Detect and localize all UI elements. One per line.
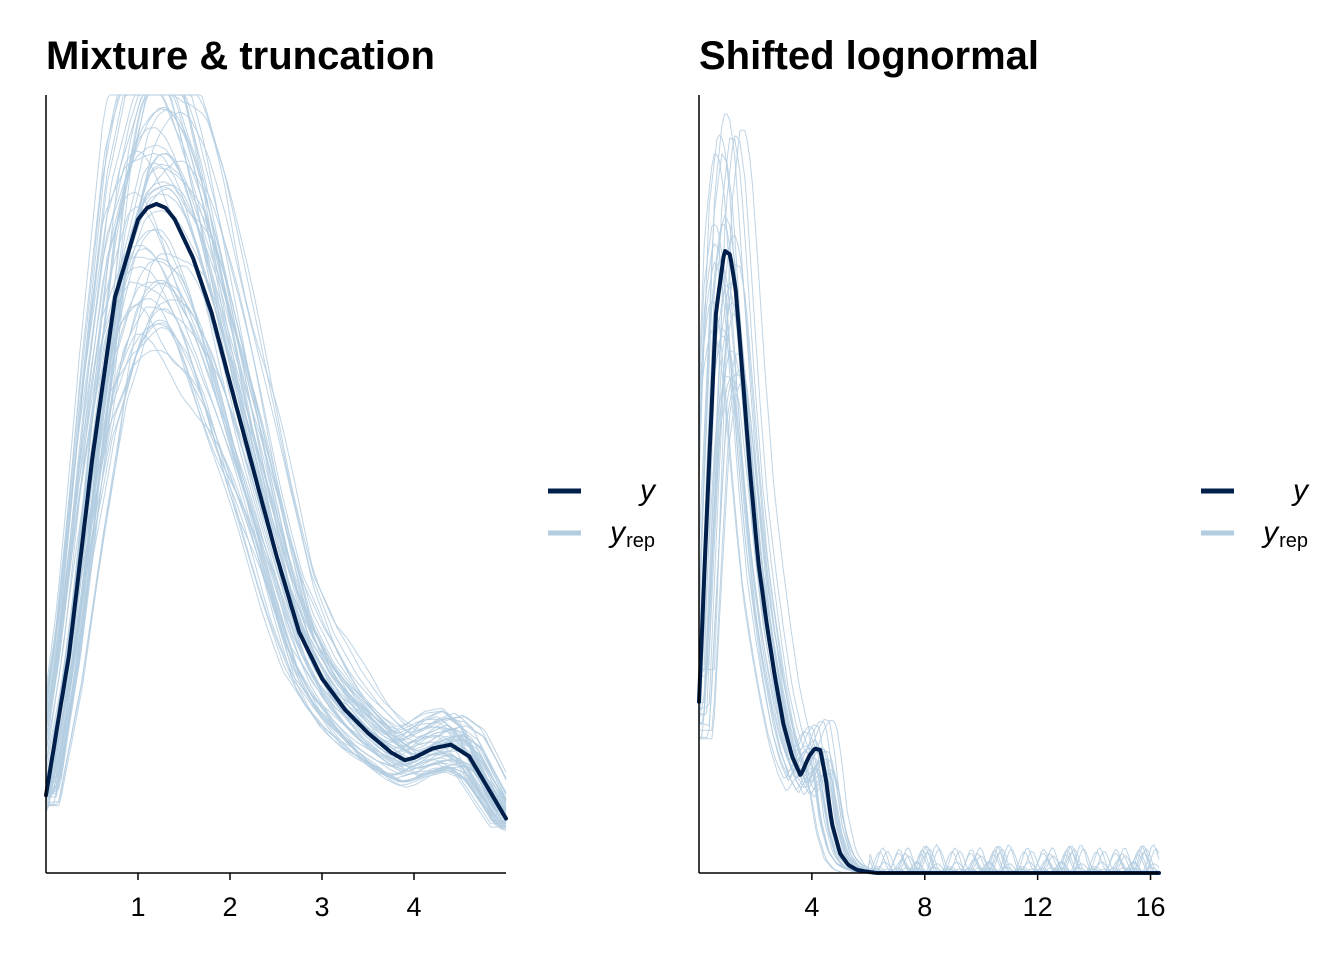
legend: y yrep bbox=[1201, 474, 1310, 552]
legend-subscript-text: rep bbox=[626, 530, 655, 552]
yrep-curve bbox=[46, 111, 507, 782]
legend-label-yrep: yrep bbox=[1261, 516, 1308, 552]
yrep-curve bbox=[45, 94, 506, 803]
legend-label-yrep: yrep bbox=[608, 516, 655, 552]
x-tick-label: 8 bbox=[917, 892, 932, 922]
x-tick-label: 12 bbox=[1023, 892, 1053, 922]
legend-main-text: y bbox=[608, 516, 627, 549]
x-axis-ticks: 4 8 12 16 bbox=[804, 873, 1166, 922]
yrep-curve bbox=[45, 94, 507, 781]
yrep-curve bbox=[698, 113, 1159, 874]
y-curve-layer bbox=[44, 201, 508, 821]
legend: y yrep bbox=[548, 474, 657, 552]
x-tick-label: 16 bbox=[1136, 892, 1166, 922]
panel-title: Shifted lognormal bbox=[699, 34, 1039, 78]
yrep-curve bbox=[45, 94, 507, 800]
legend-label-y: y bbox=[1291, 474, 1310, 507]
yrep-curve bbox=[698, 224, 1160, 874]
x-tick-label: 2 bbox=[222, 892, 237, 922]
x-tick-label: 1 bbox=[130, 892, 145, 922]
yrep-curves bbox=[698, 113, 1160, 874]
yrep-curve bbox=[45, 304, 507, 827]
legend-main-text: y bbox=[1291, 474, 1310, 507]
x-tick-label: 3 bbox=[314, 892, 329, 922]
yrep-curve bbox=[45, 257, 507, 823]
x-axis-ticks: 1 2 3 4 bbox=[130, 873, 422, 922]
yrep-curve bbox=[45, 153, 507, 801]
x-tick-label: 4 bbox=[804, 892, 819, 922]
yrep-curve bbox=[45, 322, 507, 830]
yrep-curve bbox=[45, 162, 507, 805]
yrep-curve bbox=[698, 135, 1159, 874]
panel-shifted-lognormal: Shifted lognormal 4 8 12 16 y yrep bbox=[697, 34, 1310, 922]
yrep-curve bbox=[45, 108, 507, 794]
yrep-curve bbox=[45, 160, 507, 799]
legend-main-text: y bbox=[1261, 516, 1280, 549]
yrep-curve bbox=[698, 152, 1159, 874]
panel-title: Mixture & truncation bbox=[46, 34, 435, 78]
legend-label-y: y bbox=[638, 474, 657, 507]
yrep-curve bbox=[698, 214, 1159, 874]
yrep-curves bbox=[45, 94, 507, 831]
yrep-curve bbox=[698, 263, 1160, 874]
yrep-curve bbox=[45, 281, 507, 823]
legend-subscript-text: rep bbox=[1279, 530, 1308, 552]
x-tick-label: 4 bbox=[406, 892, 421, 922]
yrep-curve bbox=[45, 94, 507, 812]
legend-main-text: y bbox=[638, 474, 657, 507]
y-curve bbox=[44, 201, 508, 821]
yrep-curve bbox=[698, 234, 1160, 874]
yrep-curve bbox=[698, 153, 1159, 874]
yrep-curve bbox=[698, 223, 1159, 874]
yrep-curve bbox=[45, 94, 506, 806]
yrep-curve bbox=[45, 94, 507, 809]
yrep-curve bbox=[45, 279, 507, 825]
yrep-curve bbox=[698, 311, 1160, 874]
